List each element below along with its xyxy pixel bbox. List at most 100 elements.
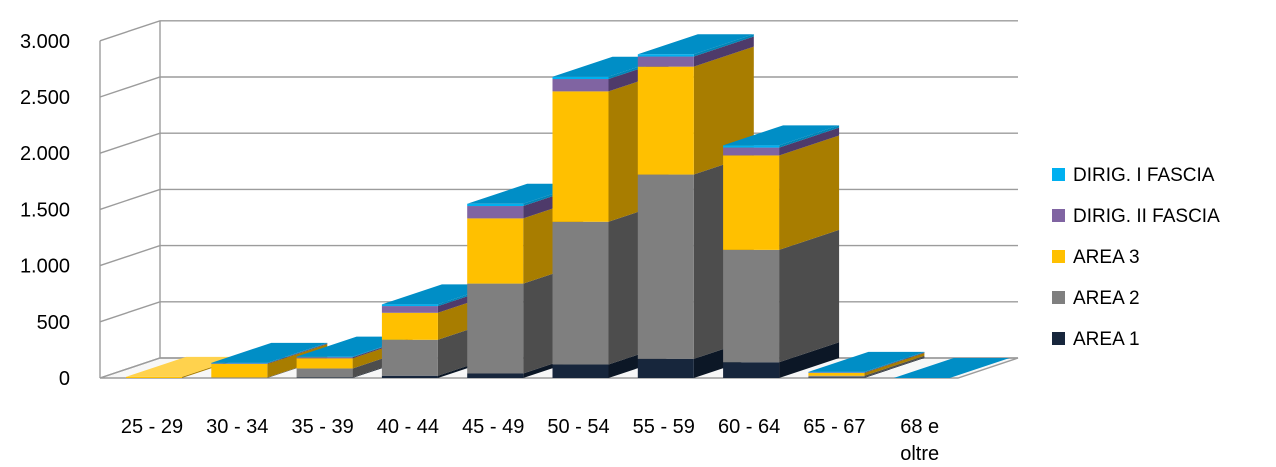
bar-segment-dirig-ii-fascia (808, 372, 865, 373)
x-category-label: oltre (900, 443, 939, 465)
legend-item-dirig-ii-fascia: DIRIG. II FASCIA (1052, 206, 1220, 227)
bar-top-cap (211, 342, 328, 363)
bar-segment-dirig-i-fascia-side (864, 351, 925, 373)
x-category-label: 55 - 59 (633, 416, 695, 438)
x-axis-categories: 25 - 29 30 - 34 35 - 39 40 - 44 45 - 49 50 - … (121, 416, 939, 465)
legend-item-area-3: AREA 3 (1052, 247, 1140, 268)
x-category-label: 25 - 29 (121, 416, 183, 438)
x-category-label: 35 - 39 (291, 416, 353, 438)
bar-top-cap (723, 125, 840, 146)
legend-label: AREA 2 (1073, 288, 1140, 309)
bar-segment-area-1-side (864, 357, 925, 378)
bar-segment-dirig-ii-fascia-side (693, 36, 754, 67)
bar-segment-area-2-side (779, 229, 840, 363)
bar-segment-area-3 (467, 218, 524, 284)
legend-item-area-2: AREA 2 (1052, 288, 1140, 309)
bar-segment-dirig-ii-fascia (296, 357, 353, 359)
legend-label: AREA 3 (1073, 247, 1140, 268)
bar-column-65-67 (808, 351, 925, 378)
bar-segment-dirig-ii-fascia-side (864, 352, 925, 373)
bar-segment-area-3 (808, 372, 865, 376)
x-category-label: 68 e (900, 416, 939, 438)
bar-top-cap (893, 358, 1010, 378)
bar-segment-area-2 (381, 339, 438, 376)
legend-swatch (1052, 332, 1065, 345)
bar-segment-area-3 (637, 66, 694, 175)
bar-segment-area-3 (211, 363, 268, 378)
legend-swatch (1052, 250, 1065, 263)
x-category-label: 30 - 34 (206, 416, 268, 438)
bar-segment-area-2 (723, 249, 780, 363)
x-category-label: 65 - 67 (803, 416, 865, 438)
bar-segment-area-1 (381, 375, 438, 378)
x-category-label: 60 - 64 (718, 416, 780, 438)
bar-segment-dirig-ii-fascia (211, 363, 268, 364)
legend-item-dirig-i-fascia: DIRIG. I FASCIA (1052, 165, 1215, 186)
bar-segment-area-1 (552, 364, 609, 378)
bar-segment-dirig-i-fascia (723, 145, 780, 148)
legend-label: DIRIG. I FASCIA (1073, 165, 1215, 186)
legend-swatch (1052, 209, 1065, 222)
bar-segment-dirig-i-fascia (808, 371, 865, 373)
bar-segment-area-2 (467, 283, 524, 374)
bar-segment-area-1 (637, 358, 694, 378)
y-tick-label: 500 (37, 312, 70, 334)
bar-segment-dirig-i-fascia (296, 356, 353, 358)
gridline (99, 20, 1018, 42)
bar-segment-dirig-i-fascia (637, 54, 694, 57)
bar-segment-area-1-side (779, 342, 840, 378)
bar-segment-area-3 (552, 91, 609, 222)
x-category-label: 45 - 49 (462, 416, 524, 438)
bar-segment-area-1 (723, 362, 780, 378)
bar-segment-dirig-ii-fascia (637, 56, 694, 67)
bar-segment-dirig-ii-fascia (467, 206, 524, 219)
bar-segment-area-2 (637, 174, 694, 359)
bar-segment-area-2-side (864, 355, 925, 378)
y-tick-label: 0 (59, 368, 70, 390)
y-tick-label: 1.000 (20, 256, 70, 278)
bar-top-cap (126, 356, 242, 377)
bar-segment-area-2 (552, 221, 609, 365)
bar-segment-dirig-i-fascia (467, 203, 524, 207)
legend: DIRIG. I FASCIA DIRIG. II FASCIA AREA 3 ARE… (1052, 165, 1220, 350)
bar-segment-area-1 (296, 377, 353, 378)
bar-segment-dirig-i-fascia (552, 76, 609, 80)
y-tick-label: 1.500 (20, 199, 70, 221)
bar-segment-area-3-side (779, 135, 840, 250)
legend-item-area-1: AREA 1 (1052, 329, 1140, 350)
y-tick-label: 2.000 (20, 143, 70, 165)
bar-segment-dirig-i-fascia-side (267, 342, 328, 364)
y-tick-label: 3.000 (20, 31, 70, 53)
bar-segment-dirig-ii-fascia (723, 147, 780, 156)
bar-segment-dirig-ii-fascia-side (267, 343, 328, 364)
bar-segment-area-3 (723, 155, 780, 250)
x-category-label: 50 - 54 (547, 416, 609, 438)
bar-segment-dirig-ii-fascia (552, 79, 609, 92)
bar-column-60-64 (723, 125, 840, 378)
legend-label: DIRIG. II FASCIA (1073, 206, 1220, 227)
x-category-label: 40 - 44 (377, 416, 439, 438)
bar-segment-area-2 (211, 377, 268, 378)
bar-segment-dirig-ii-fascia (381, 306, 438, 313)
bar-segment-dirig-i-fascia (381, 304, 438, 307)
bar-segment-dirig-i-fascia (211, 362, 268, 364)
bar-segment-area-3 (126, 376, 182, 378)
bar-segment-dirig-i-fascia-side (779, 125, 840, 148)
bar-segment-area-1 (808, 377, 865, 378)
bar-segment-area-2 (808, 375, 865, 378)
bar-segment-area-1 (467, 373, 524, 378)
legend-label: AREA 1 (1073, 329, 1140, 350)
bar-column-68-e-oltre (893, 358, 1010, 378)
bar-segment-area-3 (296, 358, 353, 369)
bars (126, 34, 1010, 378)
y-axis-ticks: 0 500 1.000 1.500 2.000 2.500 3.000 (20, 31, 70, 390)
bar-top-cap (637, 34, 754, 55)
bar-segment-area-3-side (864, 352, 925, 376)
bar-segment-area-3 (381, 312, 438, 340)
legend-swatch (1052, 168, 1065, 181)
bar-segment-dirig-i-fascia-side (693, 34, 754, 57)
bar-segment-area-2 (296, 368, 353, 378)
bar-top-cap (808, 351, 925, 372)
legend-swatch (1052, 291, 1065, 304)
